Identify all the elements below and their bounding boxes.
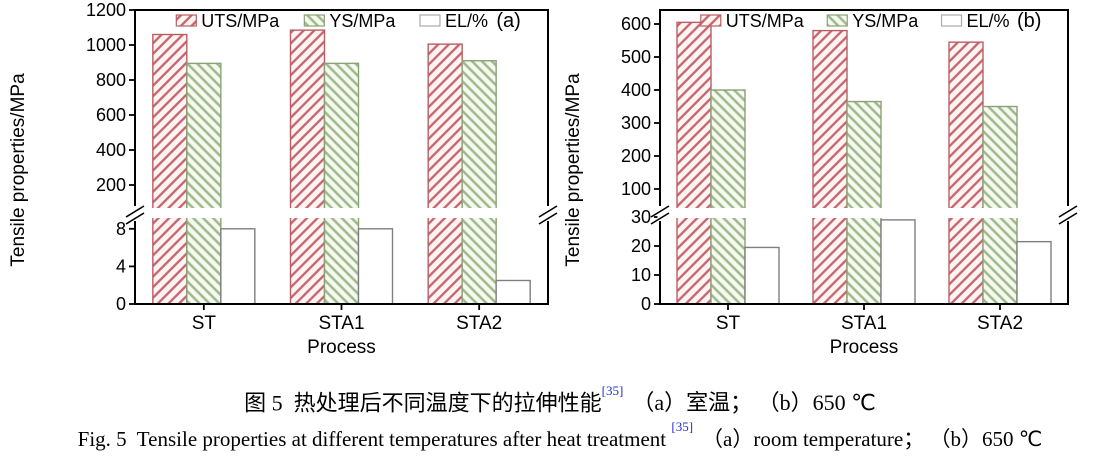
legend-label-el: EL/% — [967, 11, 1010, 31]
y-tick-label: 100 — [621, 179, 651, 199]
y-tick-label: 1000 — [86, 35, 126, 55]
y-tick-label: 200 — [621, 146, 651, 166]
bar-uts-sta1 — [289, 29, 326, 305]
legend-label-ys: YS/MPa — [852, 11, 919, 31]
citation-ref-35-en[interactable]: [35] — [671, 419, 694, 435]
panel-label: (a) — [496, 10, 520, 32]
citation-ref-35[interactable]: [35] — [601, 383, 624, 398]
axis-break-gap — [1065, 206, 1071, 221]
axis-break-gap — [132, 206, 138, 221]
axis-break-gap — [545, 206, 551, 221]
x-tick-label: STA1 — [318, 313, 364, 334]
y-tick-label: 20 — [631, 236, 651, 256]
y-tick-label: 0 — [641, 294, 651, 314]
x-tick-label: STA2 — [456, 313, 502, 334]
bar-el-st — [744, 246, 780, 305]
bar-uts-sta2 — [948, 41, 984, 305]
legend-swatch-ys — [826, 14, 848, 27]
axis-break-mark — [650, 212, 670, 225]
bar-uts-sta2 — [427, 43, 463, 305]
y-tick-label: 400 — [96, 140, 126, 160]
bar-ys-sta2 — [982, 105, 1018, 305]
legend-swatch-ys — [303, 14, 325, 27]
y-axis-title: Tensile properties/MPa — [8, 73, 29, 267]
bar-ys-sta1 — [323, 62, 360, 305]
legend-swatch-el — [940, 14, 963, 27]
axis-break-band — [136, 208, 547, 218]
y-tick-label: 400 — [621, 80, 651, 100]
caption-zh-panels: （a）室温； （b）650 ℃ — [632, 390, 876, 416]
axis-break-mark — [125, 205, 145, 218]
y-axis-title: Tensile properties/MPa — [563, 73, 584, 267]
bar-el-st — [220, 228, 256, 305]
bar-el-sta2 — [1016, 240, 1052, 305]
axis-break-mark — [125, 212, 145, 225]
bar-ys-sta2 — [461, 60, 497, 305]
axis-break-gap — [657, 206, 663, 221]
caption-english: Fig. 5 Tensile properties at different t… — [0, 419, 1120, 452]
y-tick-label: 30 — [631, 207, 651, 227]
legend-label-uts: UTS/MPa — [726, 11, 805, 31]
axis-break-mark — [1058, 205, 1078, 218]
legend-label-uts: UTS/MPa — [201, 11, 280, 31]
legend-swatch-uts — [700, 14, 722, 27]
bar-uts-sta1 — [812, 29, 848, 305]
y-tick-label: 300 — [621, 113, 651, 133]
figure-5: 200 400 600 800 1000 1200 0 4 8 ST STA1 STA2 Process… — [0, 0, 1120, 452]
y-tick-label: 500 — [621, 47, 651, 67]
legend-swatch-el — [419, 14, 441, 27]
bar-ys-st — [710, 89, 746, 305]
x-axis-title: Process — [307, 337, 376, 358]
y-tick-label: 4 — [116, 256, 126, 276]
charts-row: 200 400 600 800 1000 1200 0 4 8 ST STA1 STA2 Process… — [8, 0, 1078, 358]
x-tick-label: ST — [192, 313, 217, 334]
bar-ys-st — [186, 62, 222, 305]
y-tick-label: 600 — [621, 14, 651, 34]
axis-break-mark — [650, 205, 670, 218]
y-tick-label: 600 — [96, 105, 126, 125]
chart-b-650c: 100 200 300 400 500 600 0 10 20 30 ST STA1 STA2 Proce… — [563, 9, 1078, 358]
bar-uts-st — [676, 21, 712, 305]
axis-break-mark — [538, 212, 558, 225]
bar-uts-st — [152, 33, 188, 305]
axis-break-band — [661, 208, 1067, 218]
legend-swatch-uts — [175, 14, 197, 27]
caption-en-panels: （a）room temperature； （b）650 ℃ — [702, 427, 1043, 452]
caption-zh-text: 图 5 热处理后不同温度下的拉伸性能 — [244, 390, 602, 416]
bar-el-sta1 — [357, 228, 394, 305]
legend-label-ys: YS/MPa — [329, 11, 396, 31]
bar-el-sta2 — [495, 279, 531, 305]
y-tick-label: 200 — [96, 175, 126, 195]
legend-label-el: EL/% — [445, 11, 488, 31]
panel-label: (b) — [1017, 10, 1041, 32]
y-tick-label: 8 — [116, 219, 126, 239]
caption-en-text: Fig. 5 Tensile properties at different t… — [77, 427, 672, 452]
x-tick-label: ST — [716, 313, 741, 334]
caption-chinese: 图 5 热处理后不同温度下的拉伸性能[35] （a）室温； （b）650 ℃ — [0, 383, 1120, 416]
chart-a-room-temperature: 200 400 600 800 1000 1200 0 4 8 ST STA1 STA2 Process… — [8, 0, 558, 358]
axis-break-mark — [1058, 212, 1078, 225]
y-tick-label: 0 — [116, 294, 126, 314]
y-tick-label: 10 — [631, 265, 651, 285]
axis-break-mark — [538, 205, 558, 218]
y-tick-label: 1200 — [86, 0, 126, 20]
bar-el-sta1 — [880, 219, 916, 305]
x-axis-title: Process — [830, 337, 899, 358]
y-tick-label: 800 — [96, 70, 126, 90]
bar-ys-sta1 — [846, 100, 882, 305]
x-tick-label: STA2 — [977, 313, 1023, 334]
x-tick-label: STA1 — [841, 313, 887, 334]
